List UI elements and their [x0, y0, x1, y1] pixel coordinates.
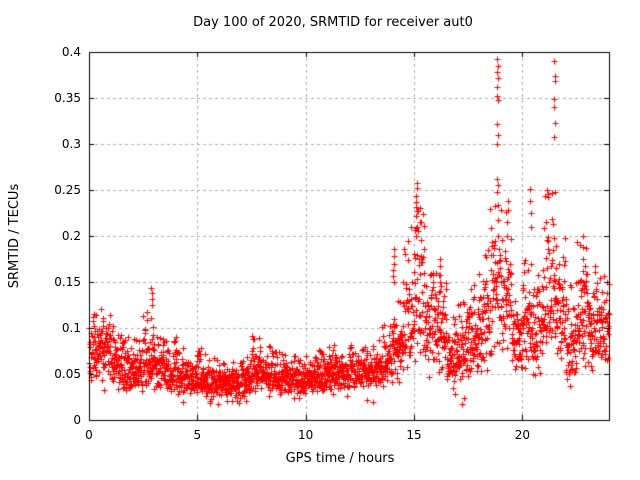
y-tick-label: 0.3	[61, 137, 81, 151]
y-tick-label: 0.35	[54, 91, 81, 105]
x-tick-label: 15	[406, 428, 422, 442]
x-tick-label: 0	[85, 428, 93, 442]
x-tick-label: 20	[514, 428, 530, 442]
y-tick-label: 0.4	[61, 45, 81, 59]
y-tick-label: 0.15	[54, 275, 81, 289]
x-axis-label: GPS time / hours	[285, 451, 395, 466]
y-tick-label: 0	[73, 413, 81, 427]
y-tick-label: 0.05	[54, 367, 81, 381]
x-tick-label: 5	[193, 428, 202, 442]
y-tick-label: 0.1	[61, 321, 81, 335]
y-tick-label: 0.25	[54, 183, 81, 197]
y-tick-label: 0.2	[61, 229, 81, 243]
x-tick-label: 10	[298, 428, 314, 442]
chart-title: Day 100 of 2020, SRMTID for receiver aut…	[193, 15, 473, 30]
